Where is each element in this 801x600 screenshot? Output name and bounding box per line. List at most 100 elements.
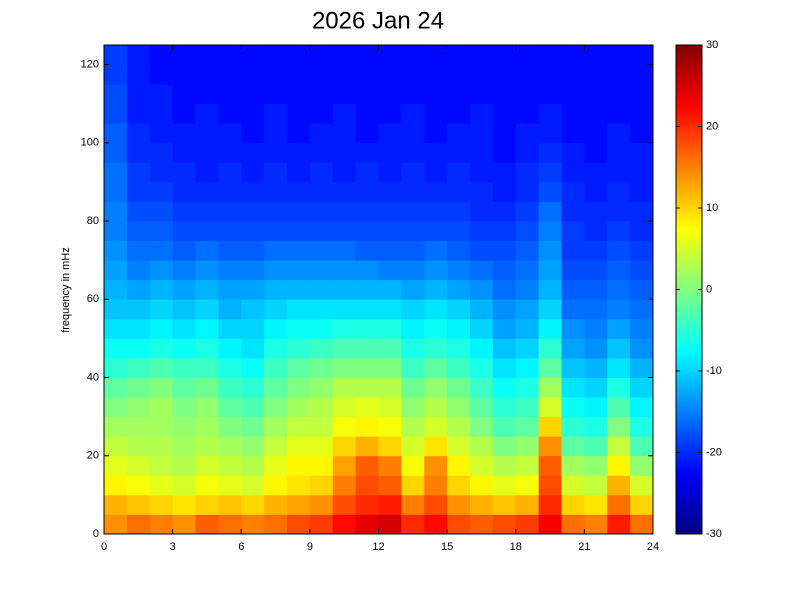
y-tick-label: 40 — [87, 371, 99, 383]
heatmap-cell — [515, 436, 540, 457]
heatmap-cell — [424, 397, 448, 418]
heatmap-cell — [538, 123, 562, 144]
heatmap-cell — [470, 397, 494, 418]
heatmap-cell — [630, 279, 654, 300]
heatmap-cell — [287, 338, 311, 359]
heatmap-cell — [492, 181, 517, 202]
heatmap-cell — [195, 357, 219, 378]
heatmap-cell — [607, 123, 631, 144]
heatmap-cell — [355, 260, 379, 281]
heatmap-cell — [309, 103, 334, 124]
heatmap-cell — [561, 221, 585, 241]
heatmap-cell — [378, 514, 402, 535]
heatmap-cell — [104, 299, 128, 320]
heatmap-cell — [309, 123, 334, 144]
heatmap-cell — [630, 377, 654, 398]
heatmap-cell — [126, 181, 151, 202]
heatmap-cell — [287, 64, 311, 85]
heatmap-cell — [264, 162, 288, 183]
heatmap-cell — [424, 123, 448, 144]
heatmap-cell — [264, 416, 288, 437]
heatmap-cell — [470, 103, 494, 124]
heatmap-cell — [287, 240, 311, 261]
heatmap-cell — [332, 84, 357, 105]
heatmap-cell — [309, 240, 334, 261]
heatmap-cell — [630, 357, 654, 378]
heatmap-cell — [424, 299, 448, 320]
heatmap-cell — [378, 318, 402, 339]
heatmap-cell — [424, 221, 448, 241]
y-tick-label: 20 — [87, 450, 99, 462]
heatmap-cell — [470, 338, 494, 359]
heatmap-cell — [195, 64, 219, 85]
heatmap-cell — [126, 397, 151, 418]
heatmap-cell — [172, 45, 196, 65]
heatmap-cell — [149, 455, 174, 476]
heatmap-cell — [470, 84, 494, 105]
heatmap-cell — [561, 103, 585, 124]
heatmap-cell — [332, 436, 357, 457]
heatmap-cell — [332, 123, 357, 144]
heatmap-cell — [264, 475, 288, 496]
heatmap-cell — [470, 416, 494, 437]
heatmap-cell — [424, 455, 448, 476]
heatmap-cell — [195, 514, 219, 535]
heatmap-cell — [332, 377, 357, 398]
heatmap-cell — [287, 514, 311, 535]
heatmap-cell — [561, 240, 585, 261]
heatmap-cell — [126, 416, 151, 437]
heatmap-cell — [401, 436, 425, 457]
heatmap-cell — [378, 162, 402, 183]
heatmap-cell — [332, 142, 357, 163]
heatmap-cell — [126, 377, 151, 398]
heatmap-cell — [355, 84, 379, 105]
heatmap-cell — [149, 162, 174, 183]
heatmap-cell — [126, 142, 151, 163]
heatmap-cell — [309, 494, 334, 515]
heatmap-cell — [378, 455, 402, 476]
heatmap-cell — [515, 318, 540, 339]
heatmap-cell — [538, 318, 562, 339]
heatmap-cell — [332, 279, 357, 300]
heatmap-cell — [561, 142, 585, 163]
heatmap-cell — [264, 123, 288, 144]
heatmap-cell — [332, 475, 357, 496]
heatmap-cell — [561, 494, 585, 515]
heatmap-cell — [538, 240, 562, 261]
heatmap-cell — [492, 514, 517, 535]
heatmap-cell — [538, 514, 562, 535]
heatmap-cell — [126, 240, 151, 261]
heatmap-cell — [149, 397, 174, 418]
heatmap-cell — [424, 494, 448, 515]
heatmap-cell — [630, 240, 654, 261]
heatmap-cell — [126, 84, 151, 105]
heatmap-cell — [104, 357, 128, 378]
heatmap-cell — [584, 221, 608, 241]
heatmap-cell — [401, 181, 425, 202]
heatmap-cell — [424, 377, 448, 398]
heatmap-cell — [309, 260, 334, 281]
heatmap-cell — [538, 142, 562, 163]
heatmap-cell — [309, 221, 334, 241]
heatmap-cell — [630, 475, 654, 496]
heatmap-cell — [195, 260, 219, 281]
heatmap-cell — [515, 162, 540, 183]
heatmap-cell — [264, 181, 288, 202]
heatmap-cell — [492, 221, 517, 241]
heatmap-cell — [241, 201, 265, 222]
heatmap-cell — [630, 181, 654, 202]
heatmap-cell — [515, 240, 540, 261]
heatmap-cell — [218, 221, 242, 241]
heatmap-cell — [447, 514, 471, 535]
heatmap-cell — [264, 240, 288, 261]
heatmap-cell — [401, 84, 425, 105]
heatmap-cell — [172, 103, 196, 124]
heatmap-cell — [401, 260, 425, 281]
heatmap-cell — [515, 260, 540, 281]
heatmap-cell — [401, 514, 425, 535]
heatmap-cell — [492, 240, 517, 261]
heatmap-cell — [149, 279, 174, 300]
heatmap-cell — [218, 416, 242, 437]
x-tick-label: 0 — [101, 541, 107, 553]
heatmap-cell — [447, 103, 471, 124]
